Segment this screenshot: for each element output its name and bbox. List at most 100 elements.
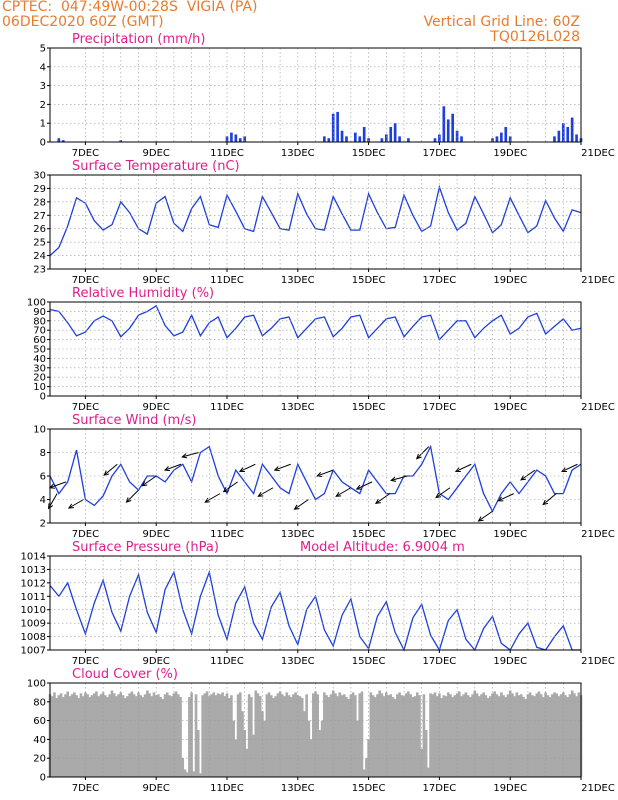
cloud-bar xyxy=(77,698,81,777)
temp-xtick-label: 15DEC xyxy=(352,275,386,286)
cloud-bar xyxy=(294,692,297,777)
cloud-bar xyxy=(50,696,54,777)
wind-arrow-head xyxy=(542,499,549,506)
precip-bar xyxy=(336,111,339,142)
cloud-bar xyxy=(444,696,448,777)
cloud-bar xyxy=(354,695,357,777)
cloud-title: Cloud Cover (%) xyxy=(72,667,178,682)
cloud-bar xyxy=(424,730,428,777)
wind-arrow-shaft xyxy=(49,481,67,489)
wind-arrow-shaft xyxy=(435,487,451,498)
precip-bar xyxy=(575,134,578,142)
cloud-bar xyxy=(276,693,280,777)
cloud-bar xyxy=(132,694,136,777)
cloud-bar xyxy=(183,769,187,777)
cloud-bar xyxy=(219,694,222,777)
temp-panel: 23 24 25 26 27 28 29 30 7DEC 9DEC 11DEC 13DEC 15DEC 1… xyxy=(33,159,615,286)
cloud-bar xyxy=(205,691,209,777)
cloud-bar xyxy=(265,694,269,777)
wind-arrow-head xyxy=(273,466,280,472)
pres-ytick-label: 1008 xyxy=(21,632,46,643)
cloud-bar xyxy=(238,692,242,777)
wind-arrow xyxy=(273,463,291,472)
wind-arrow-head xyxy=(141,481,148,487)
rh-ytick-label: 10 xyxy=(33,382,46,393)
cloud-xtick-label: 11DEC xyxy=(210,783,244,794)
rh-ytick-label: 40 xyxy=(33,354,46,365)
cloud-bar xyxy=(281,694,284,777)
precip-xtick-label: 11DEC xyxy=(210,148,244,159)
wind-arrow-shaft xyxy=(356,481,373,490)
cloud-bar xyxy=(88,697,92,777)
cloud-bar xyxy=(112,693,116,777)
precip-ytick-label: 3 xyxy=(40,81,46,92)
rh-xtick-label: 19DEC xyxy=(493,402,527,413)
cloud-bar xyxy=(79,693,83,777)
cloud-bar xyxy=(506,694,510,777)
cloud-bar xyxy=(502,695,505,777)
cloud-bar xyxy=(531,695,534,777)
rh-ytick-label: 50 xyxy=(33,345,46,356)
cloud-bar xyxy=(561,692,565,777)
wind-arrow-shaft xyxy=(258,487,274,497)
cloud-bar xyxy=(70,694,74,777)
cloud-bar xyxy=(570,690,574,777)
cloud-ytick-label: 80 xyxy=(33,697,46,708)
cloud-xtick-label: 7DEC xyxy=(72,783,99,794)
precip-bar xyxy=(570,117,574,142)
header-init-time: 06DEC2020 60Z (GMT) xyxy=(2,14,164,30)
pres-xtick-label: 17DEC xyxy=(423,656,457,667)
wind-arrow xyxy=(454,463,472,473)
cloud-bar xyxy=(367,739,370,777)
pres-ytick-label: 1010 xyxy=(21,605,46,616)
wind-ytick-label: 4 xyxy=(40,495,46,506)
cloud-bar xyxy=(230,695,233,777)
cloud-bar xyxy=(398,692,401,777)
wind-arrow-shaft xyxy=(141,475,157,487)
cloud-bar xyxy=(466,695,470,777)
cloud-bar xyxy=(283,696,286,777)
cloud-bar xyxy=(511,693,514,777)
cloud-bar xyxy=(307,720,311,777)
wind-arrow-shaft xyxy=(126,489,139,503)
cloud-xtick-label: 19DEC xyxy=(493,783,527,794)
cloud-bar xyxy=(415,692,419,777)
wind-arrow-shaft xyxy=(335,487,352,497)
header-source-label: CPTEC: xyxy=(2,0,53,15)
cloud-xtick-label: 17DEC xyxy=(423,783,457,794)
cloud-bar xyxy=(121,695,125,777)
rh-xtick-label: 15DEC xyxy=(352,402,386,413)
pres-annotation: Model Altitude: 6.9004 m xyxy=(300,540,465,555)
cloud-bar xyxy=(387,695,390,777)
cloud-bar xyxy=(380,693,384,777)
cloud-bar xyxy=(90,695,94,777)
precip-ytick-label: 5 xyxy=(40,44,46,55)
temp-ytick-label: 29 xyxy=(33,184,46,195)
precip-xtick-label: 19DEC xyxy=(493,148,527,159)
rh-xtick-label: 13DEC xyxy=(281,402,315,413)
wind-arrow-shaft xyxy=(390,475,408,481)
temp-title: Surface Temperature (nC) xyxy=(72,159,240,174)
precip-frame xyxy=(49,47,582,143)
cloud-bar xyxy=(61,697,65,777)
wind-arrow xyxy=(181,452,199,459)
temp-ytick-label: 24 xyxy=(33,251,46,262)
cloud-bar xyxy=(340,695,344,777)
cloud-bar xyxy=(179,697,182,777)
cloud-bar xyxy=(323,692,326,777)
cloud-bar xyxy=(508,690,512,777)
cloud-xtick-label: 15DEC xyxy=(352,783,386,794)
wind-arrow-head xyxy=(520,475,527,481)
temp-ytick-label: 25 xyxy=(33,238,46,249)
cloud-bar xyxy=(345,697,348,777)
cloud-bar xyxy=(433,692,437,777)
cloud-bar xyxy=(473,690,477,777)
header-vertical-grid: Vertical Grid Line: 60Z xyxy=(423,14,580,30)
cloud-bar xyxy=(194,694,198,777)
cloud-bar xyxy=(342,694,346,777)
wind-arrow xyxy=(222,481,238,493)
cloud-bar xyxy=(110,690,114,777)
cloud-ytick-label: 40 xyxy=(33,735,46,746)
cloud-bar xyxy=(329,694,333,777)
